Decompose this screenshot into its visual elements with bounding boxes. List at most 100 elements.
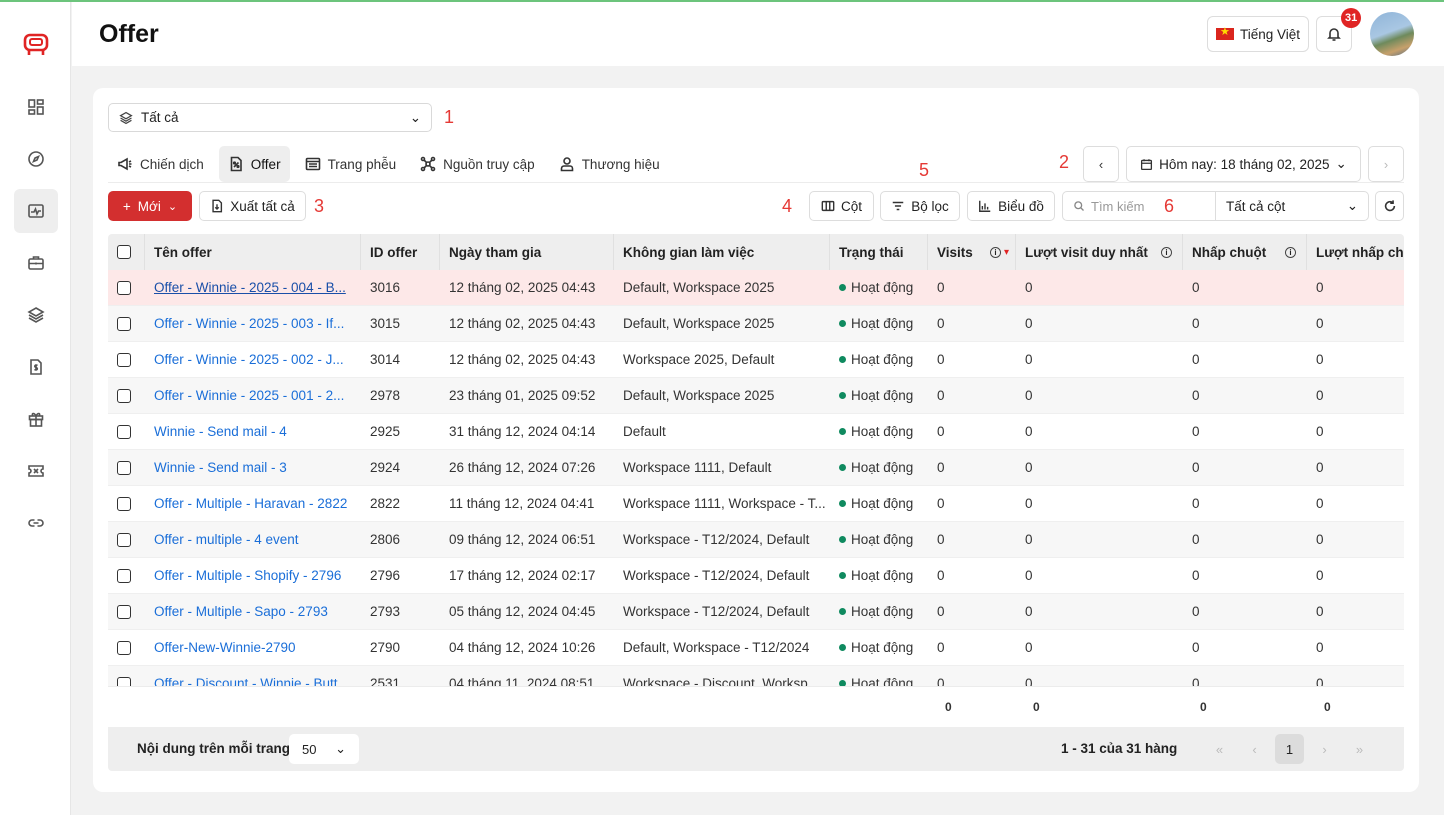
- column-scope-select[interactable]: Tất cả cột ⌄: [1215, 191, 1369, 221]
- sidebar-item-layers[interactable]: [14, 293, 58, 337]
- offer-name-link[interactable]: Winnie - Send mail - 3: [154, 460, 287, 475]
- workspace: Workspace - T12/2024, Default: [623, 532, 810, 547]
- offer-name-link[interactable]: Offer - Winnie - 2025 - 001 - 2...: [154, 388, 345, 403]
- status-dot-icon: [839, 320, 846, 327]
- offer-name-link[interactable]: Offer - Discount - Winnie - Butt...: [154, 676, 349, 686]
- offer-name-link[interactable]: Winnie - Send mail - 4: [154, 424, 287, 439]
- table-totals-row: 0 0 0 0: [108, 686, 1404, 727]
- row-checkbox[interactable]: [117, 352, 131, 367]
- sidebar-item-rewards[interactable]: [14, 397, 58, 441]
- user-avatar[interactable]: [1370, 12, 1414, 56]
- table-row[interactable]: Offer - Winnie - 2025 - 003 - If... 3015 1…: [108, 306, 1404, 342]
- offer-id: 2925: [370, 424, 401, 439]
- row-checkbox[interactable]: [117, 676, 131, 686]
- row-checkbox[interactable]: [117, 640, 131, 655]
- offer-name-link[interactable]: Offer - Winnie - 2025 - 004 - B...: [154, 280, 346, 295]
- status-label: Hoạt động: [851, 460, 914, 475]
- notification-badge: 31: [1341, 8, 1362, 28]
- first-page-button[interactable]: «: [1205, 734, 1234, 764]
- select-all-checkbox[interactable]: [117, 245, 131, 259]
- column-header-status[interactable]: Trạng thái: [830, 234, 928, 270]
- table-row[interactable]: Winnie - Send mail - 4 2925 31 tháng 12, 2…: [108, 414, 1404, 450]
- row-checkbox[interactable]: [117, 316, 131, 331]
- tab-brands[interactable]: Thương hiệu: [550, 146, 669, 182]
- table-row[interactable]: Offer - Discount - Winnie - Butt... 2531 0…: [108, 666, 1404, 686]
- table-row[interactable]: Offer - Multiple - Shopify - 2796 2796 17 …: [108, 558, 1404, 594]
- column-header-visits[interactable]: Visits i ▾: [928, 234, 1016, 270]
- row-checkbox[interactable]: [117, 424, 131, 439]
- search-icon: [1074, 201, 1084, 211]
- unique-visits: 0: [1025, 388, 1033, 403]
- sidebar-item-billing[interactable]: [14, 345, 58, 389]
- new-offer-button[interactable]: + Mới ⌄: [108, 191, 192, 221]
- row-checkbox[interactable]: [117, 568, 131, 583]
- row-checkbox[interactable]: [117, 388, 131, 403]
- row-checkbox[interactable]: [117, 496, 131, 511]
- scope-select[interactable]: Tất cả ⌄: [108, 103, 432, 132]
- offer-name-link[interactable]: Offer-New-Winnie-2790: [154, 640, 296, 655]
- tab-funnel-pages[interactable]: Trang phễu: [296, 146, 406, 182]
- row-checkbox[interactable]: [117, 280, 131, 295]
- refresh-button[interactable]: [1375, 191, 1404, 221]
- table-row[interactable]: Offer - Winnie - 2025 - 002 - J... 3014 12…: [108, 342, 1404, 378]
- row-checkbox[interactable]: [117, 460, 131, 475]
- date-next-button[interactable]: ›: [1368, 146, 1404, 182]
- prev-page-button[interactable]: ‹: [1240, 734, 1269, 764]
- sidebar-item-dashboard[interactable]: [14, 85, 58, 129]
- offer-name-link[interactable]: Offer - Multiple - Haravan - 2822: [154, 496, 348, 511]
- offer-name-link[interactable]: Offer - multiple - 4 event: [154, 532, 299, 547]
- table-row[interactable]: Winnie - Send mail - 3 2924 26 tháng 12, 2…: [108, 450, 1404, 486]
- column-header-unique-visits[interactable]: Lượt visit duy nhất i: [1016, 234, 1183, 270]
- column-header-unique-clicks[interactable]: Lượt nhấp chu: [1316, 244, 1404, 260]
- column-header-name[interactable]: Tên offer: [145, 234, 361, 270]
- next-page-button[interactable]: ›: [1310, 734, 1339, 764]
- date-range-button[interactable]: Hôm nay: 18 tháng 02, 2025 ⌄: [1126, 146, 1361, 182]
- export-all-button[interactable]: Xuất tất cả: [199, 191, 306, 221]
- tab-traffic-sources[interactable]: Nguồn truy cập: [411, 146, 544, 182]
- table-row[interactable]: Offer - Winnie - 2025 - 004 - B... 3016 12…: [108, 270, 1404, 306]
- status-label: Hoạt động: [851, 280, 914, 295]
- tab-campaigns[interactable]: Chiến dịch: [108, 146, 213, 182]
- row-checkbox[interactable]: [117, 532, 131, 547]
- last-page-button[interactable]: »: [1345, 734, 1374, 764]
- new-label: Mới: [137, 198, 161, 214]
- page-button-current[interactable]: 1: [1275, 734, 1304, 764]
- unique-clicks: 0: [1316, 568, 1324, 583]
- app-logo-icon[interactable]: [22, 30, 50, 58]
- offer-name-link[interactable]: Offer - Winnie - 2025 - 002 - J...: [154, 352, 344, 367]
- sidebar-item-workspace[interactable]: [14, 241, 58, 285]
- offer-name-link[interactable]: Offer - Multiple - Shopify - 2796: [154, 568, 342, 583]
- tab-offer[interactable]: Offer: [218, 146, 290, 182]
- filter-button[interactable]: Bộ lọc: [880, 191, 960, 221]
- language-selector[interactable]: Tiếng Việt: [1207, 16, 1309, 52]
- search-box[interactable]: Tìm kiếm: [1062, 191, 1215, 221]
- sidebar-item-reports[interactable]: [14, 189, 58, 233]
- table-row[interactable]: Offer - Winnie - 2025 - 001 - 2... 2978 23…: [108, 378, 1404, 414]
- table-row[interactable]: Offer-New-Winnie-2790 2790 04 tháng 12, 20…: [108, 630, 1404, 666]
- report-tabs: Chiến dịch Offer Trang phễu Nguồn truy c…: [108, 146, 675, 182]
- unique-visits: 0: [1025, 676, 1033, 686]
- column-header-clicks[interactable]: Nhấp chuột i: [1183, 234, 1307, 270]
- column-header-workspace[interactable]: Không gian làm việc: [614, 234, 830, 270]
- sidebar-item-coupons[interactable]: [14, 449, 58, 493]
- chart-button[interactable]: Biểu đồ: [967, 191, 1055, 221]
- sidebar: [0, 2, 71, 815]
- clicks: 0: [1192, 460, 1200, 475]
- columns-button[interactable]: Cột: [809, 191, 874, 221]
- row-checkbox[interactable]: [117, 604, 131, 619]
- sidebar-item-explore[interactable]: [14, 137, 58, 181]
- search-input[interactable]: Tìm kiếm: [1091, 198, 1145, 214]
- offer-name-link[interactable]: Offer - Multiple - Sapo - 2793: [154, 604, 328, 619]
- table-row[interactable]: Offer - multiple - 4 event 2806 09 tháng 1…: [108, 522, 1404, 558]
- column-header-date[interactable]: Ngày tham gia: [440, 234, 614, 270]
- status-dot-icon: [839, 536, 846, 543]
- per-page-select[interactable]: 50 ⌄: [289, 734, 359, 764]
- page-header: Offer Tiếng Việt 31: [72, 2, 1444, 66]
- table-row[interactable]: Offer - Multiple - Sapo - 2793 2793 05 thá…: [108, 594, 1404, 630]
- column-header-id[interactable]: ID offer: [361, 234, 440, 270]
- date-prev-button[interactable]: ‹: [1083, 146, 1119, 182]
- table-row[interactable]: Offer - Multiple - Haravan - 2822 2822 11 …: [108, 486, 1404, 522]
- offer-name-link[interactable]: Offer - Winnie - 2025 - 003 - If...: [154, 316, 345, 331]
- unique-clicks: 0: [1316, 676, 1324, 686]
- sidebar-item-links[interactable]: [14, 501, 58, 545]
